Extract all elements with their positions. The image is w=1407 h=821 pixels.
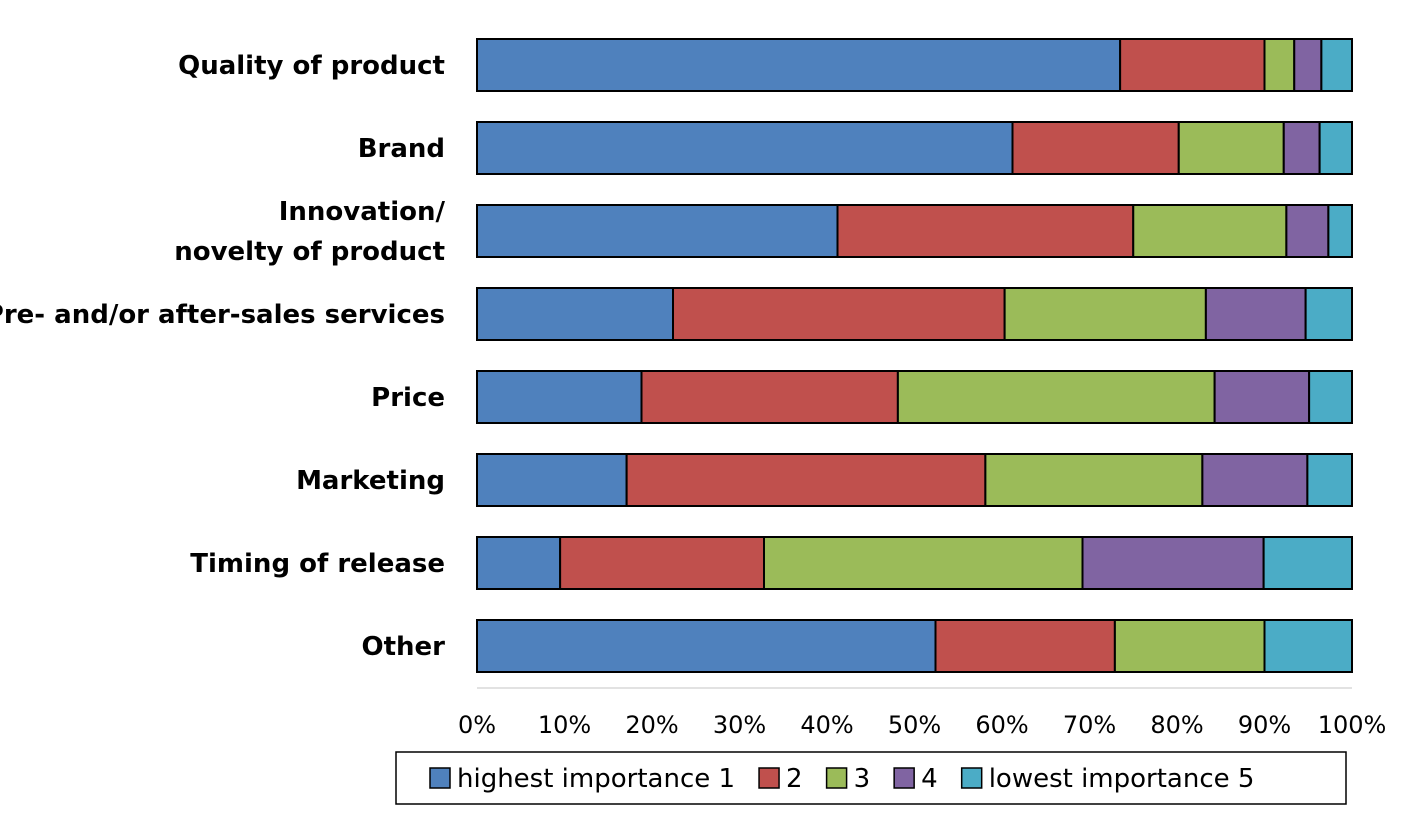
bar-segment-brand-series-2 [1011,121,1180,175]
bars-area [476,38,1353,673]
bar-segment-other-series-3 [1113,619,1266,673]
legend-swatch-series-5 [960,767,983,789]
legend-box [395,751,1347,805]
bar-segment-pre-and-or-after-sales-services-series-3 [1003,287,1207,341]
legend-label-series-3: 3 [854,764,871,794]
bar-segment-brand-series-4 [1282,121,1321,175]
category-label: novelty of product [174,237,445,267]
bar-segment-other-series-5 [1263,619,1353,673]
bar-segment-price-series-4 [1213,370,1311,424]
bar-segment-innovation-novelty-of-product-series-3 [1132,204,1288,258]
bar-segment-pre-and-or-after-sales-services-series-5 [1304,287,1353,341]
x-tick-label: 80% [1150,711,1203,739]
legend-label-series-4: 4 [921,764,938,794]
category-label: Pre- and/or after-sales services [0,300,445,330]
legend-swatch-series-3 [825,767,848,789]
bar-segment-innovation-novelty-of-product-series-5 [1327,204,1353,258]
bar-segment-quality-of-product-series-4 [1293,38,1323,92]
x-tick-label: 10% [538,711,591,739]
category-label: Timing of release [190,549,445,579]
bar-segment-timing-of-release-series-5 [1262,536,1353,590]
x-tick-label: 90% [1238,711,1291,739]
x-axis-tick-labels: 0% 10% 20% 30% 40% 50% 60% 70% 80% 90% 100% [458,711,1386,739]
x-tick-label: 100% [1318,711,1387,739]
category-label: Innovation/ [279,197,446,227]
category-label: Marketing [296,466,445,496]
category-label: Other [362,632,446,662]
bar-segment-pre-and-or-after-sales-services-series-4 [1204,287,1307,341]
bar-segment-price-series-1 [476,370,643,424]
x-tick-label: 40% [800,711,853,739]
legend-label-series-1: highest importance 1 [457,764,735,794]
legend-label-series-2: 2 [786,764,803,794]
legend-swatch-series-4 [893,767,915,789]
bar-segment-price-series-2 [640,370,899,424]
bar-segment-quality-of-product-series-3 [1263,38,1296,92]
bar-segment-pre-and-or-after-sales-services-series-1 [476,287,674,341]
bar-segment-quality-of-product-series-2 [1119,38,1266,92]
legend-swatch-series-1 [429,767,451,789]
bar-segment-other-series-2 [934,619,1116,673]
legend-label-series-5: lowest importance 5 [989,764,1255,794]
bar-segment-price-series-5 [1308,370,1353,424]
legend-swatch-series-2 [758,767,780,789]
bar-segment-marketing-series-3 [984,453,1204,507]
x-tick-label: 70% [1063,711,1116,739]
bar-segment-marketing-series-1 [476,453,628,507]
legend: highest importance 1 2 3 4 lowest importance… [395,751,1347,805]
bar-segment-pre-and-or-after-sales-services-series-2 [672,287,1006,341]
bar-segment-timing-of-release-series-4 [1081,536,1265,590]
bar-segment-quality-of-product-series-5 [1320,38,1353,92]
x-tick-label: 50% [888,711,941,739]
bar-segment-brand-series-5 [1318,121,1353,175]
bar-segment-timing-of-release-series-2 [559,536,765,590]
x-tick-label: 20% [625,711,678,739]
bar-segment-quality-of-product-series-1 [476,38,1122,92]
bar-segment-brand-series-3 [1177,121,1285,175]
category-labels: Quality of product Brand Innovation/novelt… [0,51,445,662]
bar-segment-other-series-1 [476,619,937,673]
bar-segment-innovation-novelty-of-product-series-4 [1285,204,1330,258]
x-tick-label: 0% [458,711,496,739]
bar-segment-timing-of-release-series-3 [763,536,1084,590]
bar-segment-brand-series-1 [476,121,1014,175]
bar-segment-price-series-3 [896,370,1216,424]
bar-segment-timing-of-release-series-1 [476,536,562,590]
category-label: Price [371,383,445,413]
x-tick-label: 60% [975,711,1028,739]
category-label: Brand [358,134,445,164]
bar-segment-marketing-series-4 [1201,453,1309,507]
bar-segment-marketing-series-5 [1306,453,1353,507]
bar-segment-innovation-novelty-of-product-series-1 [476,204,839,258]
x-tick-label: 30% [713,711,766,739]
category-label: Quality of product [178,51,445,81]
bar-segment-innovation-novelty-of-product-series-2 [836,204,1135,258]
bar-segment-marketing-series-2 [625,453,987,507]
